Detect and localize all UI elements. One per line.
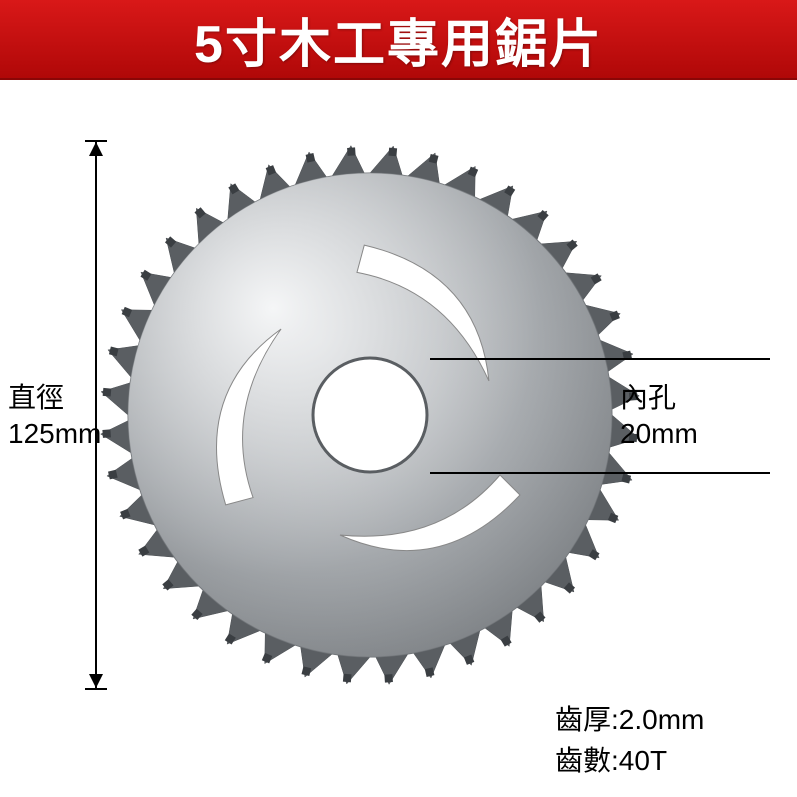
teeth-value: 40T — [619, 745, 667, 776]
spec-thickness: 齒厚:2.0mm — [555, 700, 704, 741]
dim-line-bore-bottom — [430, 472, 770, 474]
diagram-area: 直徑 125mm 內孔 20mm 齒厚:2.0mm 齒數:40T — [0, 80, 797, 797]
bore-label: 內孔 — [620, 382, 676, 413]
dim-tick-bottom — [85, 688, 107, 690]
dim-line-bore-top — [430, 358, 770, 360]
spec-teeth: 齒數:40T — [555, 741, 704, 782]
label-diameter: 直徑 125mm — [8, 380, 101, 453]
dim-arrow-down — [89, 674, 103, 688]
saw-blade-illustration — [100, 145, 640, 685]
header-banner: 5寸木工專用鋸片 — [0, 0, 797, 80]
teeth-label: 齒數 — [555, 745, 611, 776]
bore-value: 20mm — [620, 418, 698, 449]
dim-arrow-up — [89, 142, 103, 156]
diameter-value: 125mm — [8, 418, 101, 449]
spec-block: 齒厚:2.0mm 齒數:40T — [555, 700, 704, 781]
thickness-value: 2.0mm — [619, 704, 705, 735]
diameter-label: 直徑 — [8, 382, 64, 413]
thickness-label: 齒厚 — [555, 704, 611, 735]
header-title: 5寸木工專用鋸片 — [194, 2, 603, 77]
label-bore: 內孔 20mm — [620, 380, 698, 453]
